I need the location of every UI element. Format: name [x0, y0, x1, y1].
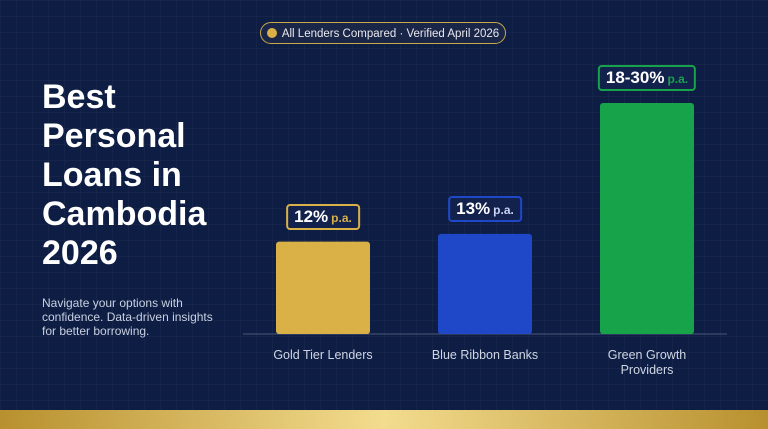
bar [600, 103, 694, 334]
bar [438, 233, 532, 334]
value-label: 18-30% [605, 68, 665, 87]
subtitle: Navigate your options with confidence. D… [42, 296, 213, 338]
category-label: Blue Ribbon Banks [431, 348, 539, 362]
footer-bar [0, 410, 768, 429]
value-suffix: p.a. [667, 72, 689, 86]
bar [276, 241, 370, 334]
category-label: Green Growth Providers [607, 348, 687, 377]
value-label: 13% [456, 198, 491, 218]
value-label-box: 12% p.a. [286, 203, 360, 230]
badge: All Lenders Compared · Verified April 20… [260, 22, 506, 44]
badge-text: All Lenders Compared · Verified April 20… [281, 28, 500, 40]
category-label: Gold Tier Lenders [273, 348, 373, 362]
value-label-box: 13% p.a. [448, 195, 522, 222]
value-label: 12% [294, 206, 329, 226]
value-suffix: p.a. [493, 202, 514, 217]
title: Best Personal Loans in Cambodia 2026 [42, 78, 207, 272]
value-label-box: 18-30% p.a. [597, 65, 697, 91]
value-suffix: p.a. [331, 210, 352, 225]
